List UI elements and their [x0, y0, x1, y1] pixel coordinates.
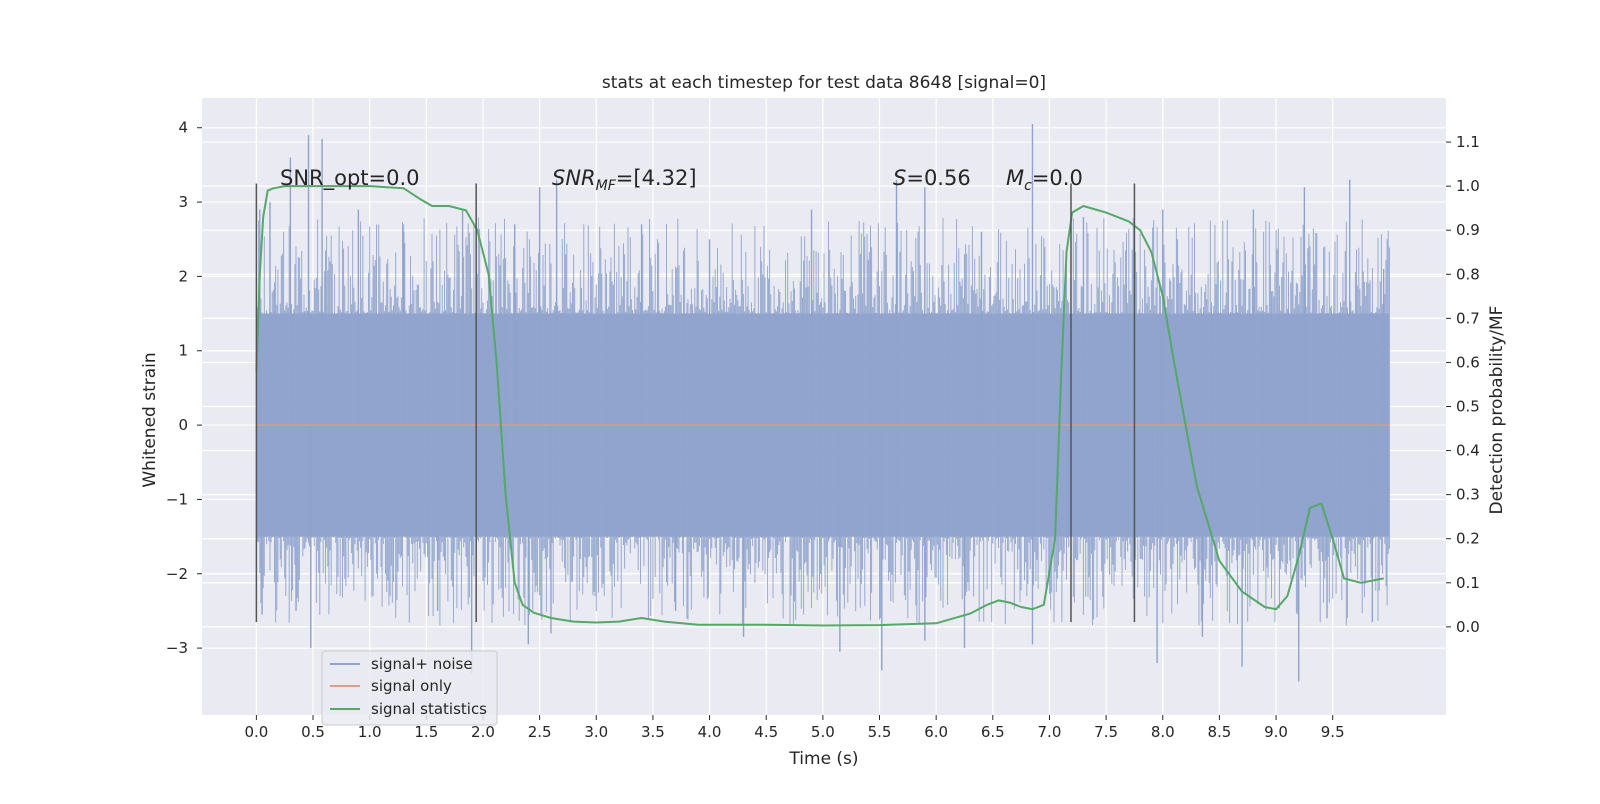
- x-tick-label: 6.0: [924, 723, 948, 741]
- annotation-s: S=0.56: [893, 166, 971, 190]
- x-tick-label: 5.0: [811, 723, 835, 741]
- y-right-tick-labels: 1.1 1.0 0.9 0.8 0.7 0.6 0.5 0.4 0.3 0.2 0.1 0.0: [1446, 133, 1480, 636]
- x-tick-label: 1.0: [358, 723, 382, 741]
- x-tick-label: 4.0: [698, 723, 722, 741]
- y-right-tick-label: 0.7: [1456, 309, 1480, 327]
- legend-box: [321, 650, 498, 726]
- y-left-tick-label: 0: [178, 416, 188, 434]
- legend-label-signal-statistics: signal statistics: [371, 700, 487, 718]
- x-tick-label: 0.0: [244, 723, 268, 741]
- x-tick-label: 3.0: [584, 723, 608, 741]
- x-tick-label: 4.5: [754, 723, 778, 741]
- x-tick-labels: 0.0 0.5 1.0 1.5 2.0 2.5 3.0 3.5 4.0 4.5 5.0 5.5 6.0 6…: [244, 715, 1345, 741]
- y-right-tick-label: 0.9: [1456, 221, 1480, 239]
- x-tick-label: 0.5: [301, 723, 325, 741]
- y-left-tick-label: 1: [178, 342, 188, 360]
- annotation-mc-main: M: [1006, 166, 1024, 190]
- x-tick-label: 8.0: [1151, 723, 1175, 741]
- y-left-axis-label: Whitened strain: [140, 352, 160, 487]
- annotation-mc-sub: c: [1024, 178, 1032, 194]
- annotation-s-value: =0.56: [906, 166, 970, 190]
- y-right-tick-label: 0.6: [1456, 353, 1480, 371]
- annotation-mc-value: =0.0: [1032, 166, 1083, 190]
- y-left-tick-label: −3: [166, 639, 188, 657]
- y-right-tick-label: 0.8: [1456, 265, 1480, 283]
- annotation-snr-mf: SNRMF=[4.32]: [552, 166, 697, 194]
- x-tick-label: 9.0: [1264, 723, 1288, 741]
- x-tick-label: 9.5: [1321, 723, 1345, 741]
- x-tick-label: 3.5: [641, 723, 665, 741]
- y-right-tick-label: 0.3: [1456, 486, 1480, 504]
- legend-label-signal-noise: signal+ noise: [371, 655, 473, 673]
- annotation-snr-opt: SNR_opt=0.0: [280, 166, 420, 191]
- annotation-s-letter: S: [893, 166, 906, 190]
- vertical-markers: [255, 183, 1136, 623]
- y-right-tick-label: 1.0: [1456, 177, 1480, 195]
- series-signal-statistics: [255, 185, 1384, 627]
- x-axis-label: Time (s): [788, 749, 858, 769]
- annotation-snr-mf-main: SNR: [552, 166, 596, 190]
- x-tick-label: 1.5: [414, 723, 438, 741]
- legend-label-signal-only: signal only: [371, 677, 452, 695]
- chart-title: stats at each timestep for test data 864…: [602, 73, 1046, 93]
- y-left-tick-label: 4: [178, 119, 188, 137]
- annotation-mc: Mc=0.0: [1006, 166, 1083, 194]
- x-tick-label: 7.0: [1038, 723, 1062, 741]
- y-left-tick-label: 2: [178, 267, 188, 285]
- x-tick-label: 8.5: [1207, 723, 1231, 741]
- y-right-tick-label: 0.2: [1456, 530, 1480, 548]
- y-left-tick-label: 3: [178, 193, 188, 211]
- x-tick-label: 7.5: [1094, 723, 1118, 741]
- legend: signal+ noise signal only signal statist…: [321, 650, 498, 726]
- x-tick-label: 2.0: [471, 723, 495, 741]
- y-right-tick-label: 0.5: [1456, 398, 1480, 416]
- x-tick-label: 2.5: [528, 723, 552, 741]
- x-tick-label: 5.5: [868, 723, 892, 741]
- y-right-tick-label: 1.1: [1456, 133, 1480, 151]
- y-right-tick-label: 0.0: [1456, 618, 1480, 636]
- x-tick-label: 6.5: [981, 723, 1005, 741]
- series-layer: [255, 185, 1390, 627]
- y-left-tick-label: −2: [166, 565, 188, 583]
- y-right-axis-label: Detection probability/MF: [1487, 306, 1507, 515]
- annotation-snr-mf-sub: MF: [596, 178, 617, 194]
- y-left-tick-label: −1: [166, 490, 188, 508]
- annotation-snr-mf-value: =[4.32]: [616, 166, 697, 190]
- y-left-tick-labels: 4 3 2 1 0 −1 −2 −3: [166, 119, 202, 657]
- y-right-tick-label: 0.1: [1456, 574, 1480, 592]
- y-right-tick-label: 0.4: [1456, 442, 1480, 460]
